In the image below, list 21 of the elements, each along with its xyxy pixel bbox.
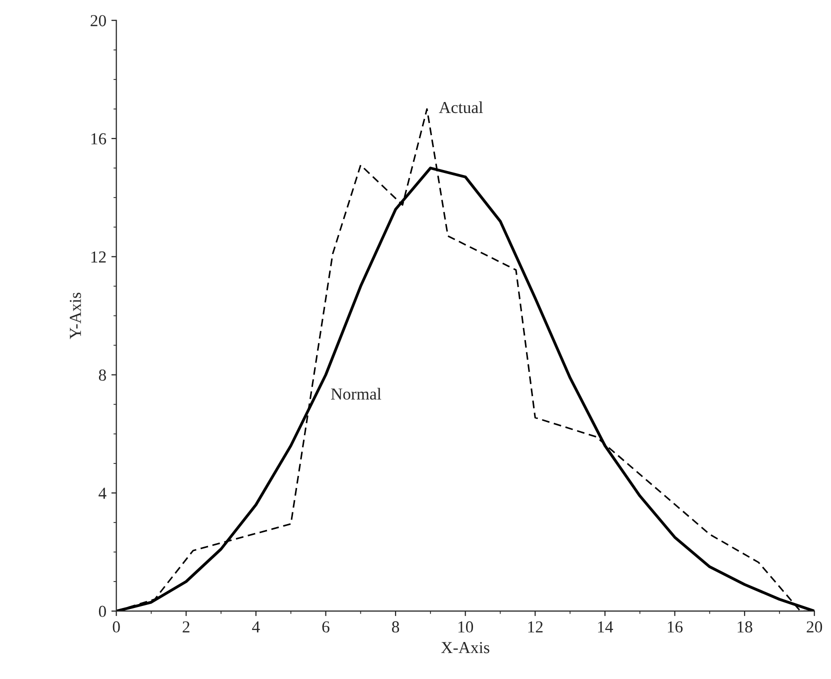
y-tick-label: 20 <box>90 15 106 26</box>
y-tick-label: 12 <box>91 251 106 262</box>
x-tick-label: 20 <box>806 621 822 633</box>
annotation: Normal <box>331 388 382 400</box>
x-tick-label: 2 <box>182 621 190 632</box>
x-tick-label: 16 <box>668 621 683 633</box>
y-tick-label: 8 <box>98 370 106 381</box>
y-tick-label: 0 <box>98 606 106 618</box>
x-tick-label: 8 <box>392 621 400 633</box>
x-tick-label: 4 <box>252 621 260 632</box>
x-tick-label: 12 <box>528 621 543 632</box>
x-tick-label: 10 <box>458 621 474 633</box>
annotation: Actual <box>438 101 483 114</box>
x-axis-title: X-Axis <box>441 642 490 654</box>
x-tick-label: 6 <box>322 621 330 633</box>
y-axis-title: Y-Axis <box>70 292 82 340</box>
y-tick-label: 4 <box>98 488 106 499</box>
y-tick-label: 16 <box>91 133 106 144</box>
x-tick-label: 18 <box>738 621 752 633</box>
x-tick-label: 14 <box>598 621 614 632</box>
x-tick-label: 0 <box>112 621 120 633</box>
